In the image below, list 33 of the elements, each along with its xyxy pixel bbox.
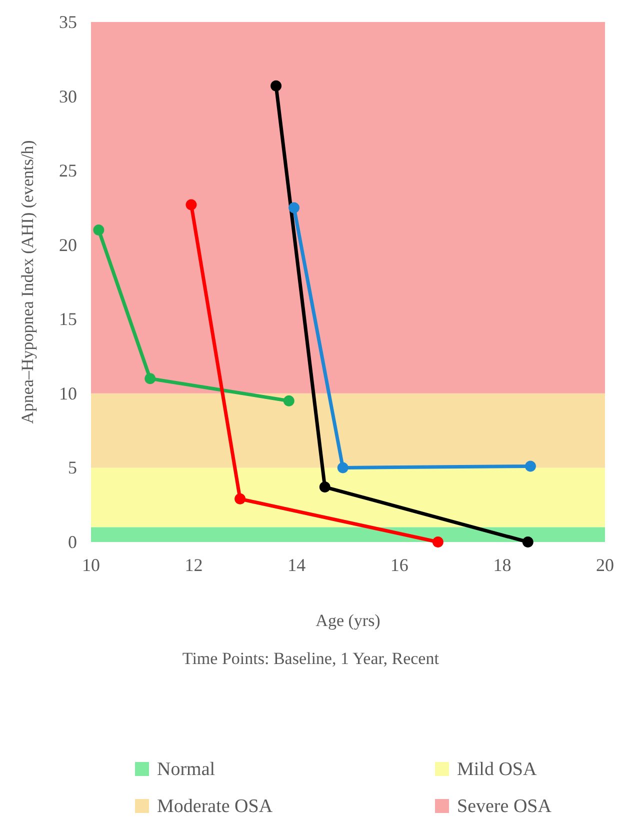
point [288,202,300,214]
point [270,80,282,92]
point [319,482,330,493]
y-tick-label: 25 [59,160,77,181]
y-tick-label: 10 [59,383,77,404]
legend-label: Normal [157,759,216,780]
legend-label: Severe OSA [457,796,552,817]
legend-label: Moderate OSA [157,796,273,817]
point [186,199,197,210]
y-tick-label: 15 [59,309,77,330]
x-tick-label: 10 [82,555,100,575]
x-tick-label: 12 [184,555,203,575]
x-tick-label: 14 [288,555,306,575]
legend-label: Mild OSA [457,759,537,780]
y-axis-title: Apnea–Hypopnea Index (AHI) (events/h) [18,140,37,424]
x-tick-label: 16 [390,555,408,575]
x-axis-title: Age (yrs) [316,611,380,630]
x-tick-label: 18 [493,555,512,575]
point [144,373,156,384]
point [432,536,444,548]
y-tick-label: 35 [59,12,77,32]
point [234,493,246,504]
y-tick-label: 30 [59,86,77,106]
point [337,462,348,474]
point [283,395,294,406]
point [524,460,536,472]
x-tick-label: 20 [596,555,614,575]
point [522,536,534,548]
text: Time Points: Baseline, 1 Year, Recent [182,649,440,668]
y-tick-label: 0 [68,532,77,552]
y-tick-label: 5 [68,458,77,478]
point [93,224,104,236]
y-tick-label: 20 [59,234,77,255]
